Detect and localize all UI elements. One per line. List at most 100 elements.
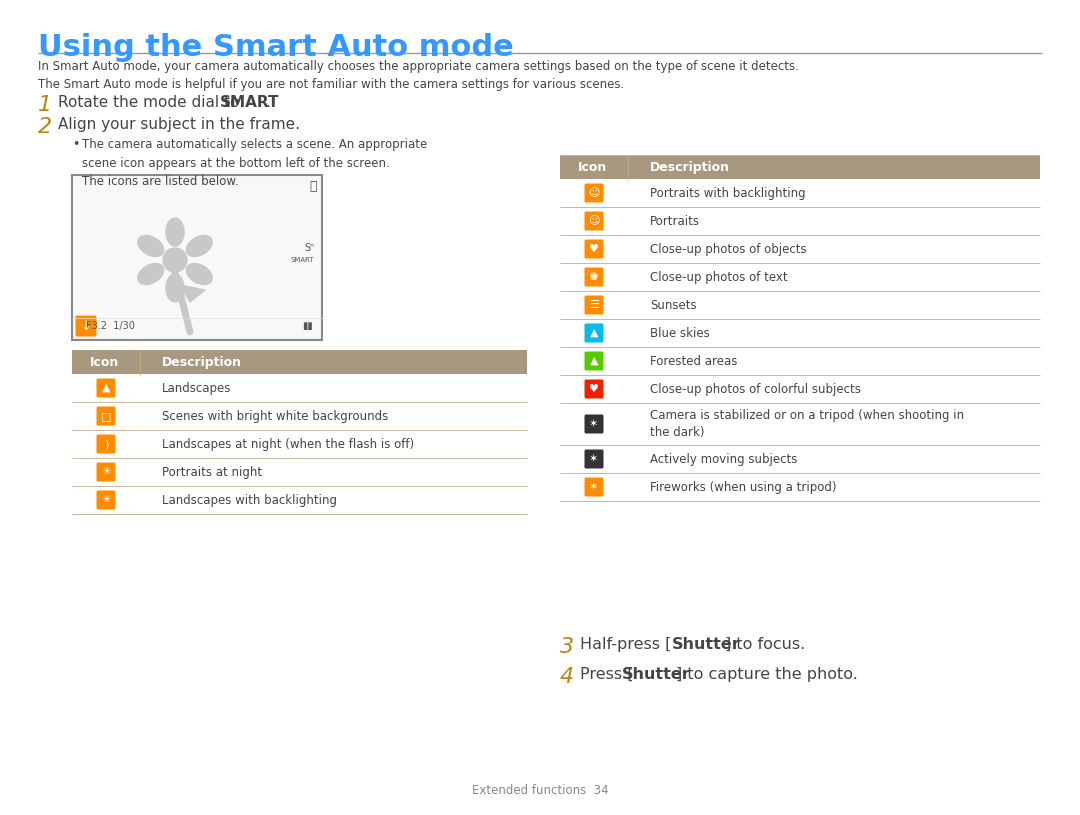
FancyBboxPatch shape (584, 324, 604, 342)
Text: Shutter: Shutter (672, 637, 741, 652)
Text: ☀: ☀ (102, 467, 111, 477)
Text: Close-up photos of colorful subjects: Close-up photos of colorful subjects (650, 382, 861, 395)
Text: Camera is stabilized or on a tripod (when shooting in
the dark): Camera is stabilized or on a tripod (whe… (650, 409, 964, 439)
Text: 1: 1 (38, 95, 52, 115)
Text: Forested areas: Forested areas (650, 355, 738, 368)
Text: Shutter: Shutter (622, 667, 691, 682)
Text: Landscapes at night (when the flash is off): Landscapes at night (when the flash is o… (162, 438, 414, 451)
Text: Description: Description (650, 161, 730, 174)
Bar (72, 486, 527, 514)
FancyBboxPatch shape (584, 267, 604, 287)
FancyBboxPatch shape (96, 378, 116, 398)
Text: F3.2  1/30: F3.2 1/30 (85, 321, 134, 331)
Bar (72, 350, 527, 374)
Text: Rotate the mode dial to: Rotate the mode dial to (58, 95, 244, 110)
Text: ▮▮: ▮▮ (302, 321, 313, 331)
Bar (72, 402, 527, 430)
Text: Description: Description (162, 355, 242, 368)
Text: Portraits with backlighting: Portraits with backlighting (650, 187, 806, 200)
Bar (561, 319, 1040, 347)
Text: .: . (265, 95, 270, 110)
Text: ☺: ☺ (589, 188, 599, 198)
Ellipse shape (166, 218, 184, 246)
Text: SMART: SMART (291, 257, 314, 263)
Text: Sunsets: Sunsets (650, 298, 697, 311)
Bar (561, 375, 1040, 403)
Text: Close-up photos of objects: Close-up photos of objects (650, 243, 807, 255)
Text: •: • (72, 138, 79, 151)
Text: 3: 3 (561, 637, 575, 657)
Text: ☺: ☺ (589, 216, 599, 226)
Text: ♥: ♥ (589, 244, 599, 254)
Text: Icon: Icon (90, 355, 119, 368)
Text: ✶: ✶ (590, 454, 598, 464)
Text: ): ) (104, 439, 108, 449)
Text: ♚: ♚ (589, 272, 599, 282)
Text: Fireworks (when using a tripod): Fireworks (when using a tripod) (650, 481, 837, 494)
FancyBboxPatch shape (584, 212, 604, 231)
Ellipse shape (166, 274, 184, 302)
Text: ▲: ▲ (102, 383, 110, 393)
Ellipse shape (187, 263, 212, 284)
Text: Using the Smart Auto mode: Using the Smart Auto mode (38, 33, 514, 62)
Text: ♥: ♥ (589, 384, 599, 394)
Text: 2: 2 (38, 117, 52, 137)
Text: ] to capture the photo.: ] to capture the photo. (676, 667, 858, 682)
Text: Align your subject in the frame.: Align your subject in the frame. (58, 117, 300, 132)
Text: ↓: ↓ (81, 319, 91, 333)
FancyBboxPatch shape (96, 407, 116, 425)
Bar (561, 347, 1040, 375)
FancyBboxPatch shape (96, 462, 116, 482)
Bar (72, 374, 527, 402)
Text: ] to focus.: ] to focus. (725, 637, 806, 652)
Polygon shape (180, 285, 205, 302)
Bar (561, 155, 1040, 179)
Bar (561, 235, 1040, 263)
Bar (72, 430, 527, 458)
Text: Half-press [: Half-press [ (580, 637, 672, 652)
Text: ⎘: ⎘ (310, 180, 318, 193)
Text: Portraits at night: Portraits at night (162, 465, 262, 478)
Bar (561, 179, 1040, 207)
FancyBboxPatch shape (584, 478, 604, 496)
Text: ☀: ☀ (102, 495, 111, 505)
Text: Sⁿ: Sⁿ (303, 243, 314, 253)
Bar (561, 445, 1040, 473)
Text: Landscapes with backlighting: Landscapes with backlighting (162, 494, 337, 506)
FancyBboxPatch shape (584, 240, 604, 258)
Text: Portraits: Portraits (650, 214, 700, 227)
Bar (561, 403, 1040, 445)
FancyBboxPatch shape (96, 491, 116, 509)
Bar (72, 458, 527, 486)
FancyBboxPatch shape (96, 434, 116, 453)
Circle shape (163, 248, 187, 272)
Text: Close-up photos of text: Close-up photos of text (650, 271, 787, 284)
Text: ✶: ✶ (590, 482, 598, 492)
Text: ☰: ☰ (589, 300, 599, 310)
Text: 4: 4 (561, 667, 575, 687)
Bar (72, 175, 322, 340)
Bar (561, 263, 1040, 291)
Text: ✶: ✶ (590, 419, 598, 429)
FancyBboxPatch shape (584, 415, 604, 434)
Ellipse shape (138, 263, 164, 284)
Ellipse shape (187, 236, 212, 257)
Bar (561, 291, 1040, 319)
Text: Actively moving subjects: Actively moving subjects (650, 452, 797, 465)
Text: Blue skies: Blue skies (650, 327, 710, 340)
FancyBboxPatch shape (76, 315, 96, 337)
Text: The camera automatically selects a scene. An appropriate
scene icon appears at t: The camera automatically selects a scene… (82, 138, 428, 188)
Text: Icon: Icon (578, 161, 607, 174)
Text: □: □ (100, 411, 111, 421)
FancyBboxPatch shape (584, 351, 604, 371)
FancyBboxPatch shape (584, 296, 604, 315)
Text: In Smart Auto mode, your camera automatically chooses the appropriate camera set: In Smart Auto mode, your camera automati… (38, 60, 799, 91)
Bar (561, 207, 1040, 235)
Text: SMART: SMART (220, 95, 280, 110)
Ellipse shape (138, 236, 164, 257)
FancyBboxPatch shape (584, 380, 604, 399)
FancyBboxPatch shape (584, 183, 604, 202)
Text: Scenes with bright white backgrounds: Scenes with bright white backgrounds (162, 409, 388, 422)
Text: Landscapes: Landscapes (162, 381, 231, 394)
Text: ▲: ▲ (590, 328, 598, 338)
